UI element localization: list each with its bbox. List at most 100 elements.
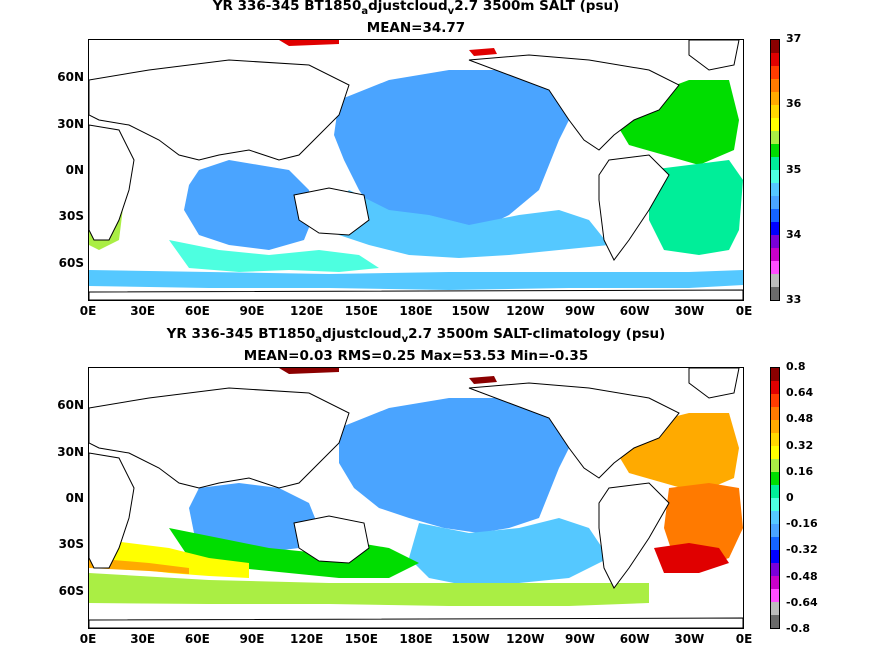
panel1-lon-label: 60W <box>619 304 650 318</box>
panel1-lon-label: 0E <box>79 304 97 318</box>
panel1-colorbar-segment <box>771 92 779 105</box>
panel2-colorbar-segment <box>771 537 779 550</box>
panel1-land-namerica <box>468 54 680 151</box>
panel2-colorbar-label: 0.32 <box>786 438 814 452</box>
panel1-colorbar-segment <box>771 170 779 183</box>
panel1-land-africa <box>89 124 135 241</box>
panel1-lon-label: 0E <box>735 304 753 318</box>
panel1-indian-field <box>184 160 314 250</box>
panel2-colorbar-segment <box>771 433 779 446</box>
panel2-pacific-field <box>339 398 569 533</box>
panel2-lat-label: 60S <box>58 584 84 598</box>
panel2-map <box>88 367 744 629</box>
panel1-lon-label: 150E <box>344 304 378 318</box>
panel1-indian-south <box>169 240 379 272</box>
panel2-colorbar-segment <box>771 498 779 511</box>
panel2-colorbar <box>770 367 780 629</box>
panel2-colorbar-segment <box>771 511 779 524</box>
panel1-colorbar-segment <box>771 118 779 131</box>
panel2-lon-label: 150W <box>451 632 490 646</box>
panel2-lon-label: 150E <box>344 632 378 646</box>
panel1-title: YR 336-345 BT1850adjustcloudv2.7 3500m S… <box>212 0 620 17</box>
panel1-colorbar-segment <box>771 79 779 92</box>
panel1-colorbar-segment <box>771 131 779 144</box>
panel1-colorbar-label: 33 <box>786 293 802 306</box>
panel2-colorbar-label: -0.32 <box>786 543 818 557</box>
panel2-lon-label: 30E <box>130 632 156 646</box>
panel2-colorbar-segment <box>771 485 779 498</box>
panel1-colorbar-segment <box>771 66 779 79</box>
panel2-arctic-red2 <box>469 376 497 384</box>
panel1-lat-label: 0N <box>65 163 84 177</box>
panel1-colorbar-segment <box>771 274 779 287</box>
panel2-colorbar-segment <box>771 524 779 537</box>
panel2-colorbar-label: 0.8 <box>786 360 806 373</box>
panel2-colorbar-label: 0.16 <box>786 464 814 478</box>
panel1-lat-label: 30S <box>58 209 84 223</box>
panel1-lat-label: 30N <box>57 117 84 131</box>
panel1-land-samerica <box>598 154 670 261</box>
panel1-colorbar-segment <box>771 248 779 261</box>
panel1-colorbar-segment <box>771 183 779 196</box>
panel2-colorbar-segment <box>771 472 779 485</box>
panel2-colorbar-segment <box>771 446 779 459</box>
panel2-colorbar-segment <box>771 381 779 394</box>
panel2-colorbar-segment <box>771 394 779 407</box>
panel1-lon-label: 30W <box>674 304 705 318</box>
panel2-arctic-red <box>279 368 339 374</box>
panel2-colorbar-segment <box>771 368 779 381</box>
panel1-colorbar-segment <box>771 235 779 248</box>
panel1-lat-label: 60N <box>57 70 84 84</box>
panel1-colorbar-segment <box>771 144 779 157</box>
panel2-colorbar-label: -0.16 <box>786 517 818 531</box>
panel1-land-greenland <box>688 40 740 71</box>
panel1-colorbar-segment <box>771 209 779 222</box>
panel1-lon-label: 30E <box>130 304 156 318</box>
panel2-lat-label: 60N <box>57 398 84 412</box>
panel2-lon-label: 120W <box>506 632 545 646</box>
panel1-lon-label: 60E <box>184 304 210 318</box>
panel2-colorbar-segment <box>771 576 779 589</box>
panel2-land-greenland <box>688 368 740 399</box>
panel2-land-antarctica <box>89 617 743 628</box>
panel1-pacific-field <box>334 70 569 235</box>
panel2-lon-label: 0E <box>79 632 97 646</box>
panel2-lon-label: 90W <box>565 632 595 646</box>
panel1-colorbar-segment <box>771 40 779 53</box>
panel2-land-samerica <box>598 482 670 589</box>
panel1-colorbar-segment <box>771 157 779 170</box>
panel1-colorbar-segment <box>771 105 779 118</box>
panel1-lon-label: 90W <box>565 304 595 318</box>
panel2-colorbar-segment <box>771 615 779 628</box>
panel1-lon-label: 120E <box>290 304 324 318</box>
panel2-lon-label: 30W <box>674 632 705 646</box>
panel1-land-antarctica <box>89 289 743 300</box>
panel2-colorbar-label: 0.48 <box>786 412 814 426</box>
panel2-indian-field <box>189 483 319 553</box>
panel2-atlantic-red <box>654 543 729 573</box>
panel1-colorbar <box>770 39 780 301</box>
panel1-colorbar-segment <box>771 261 779 274</box>
panel2-land-australia <box>293 515 370 564</box>
panel1-pacific-south <box>319 190 609 258</box>
panel1-lat-label: 60S <box>58 256 84 270</box>
panel2-colorbar-segment <box>771 459 779 472</box>
panel1-subtitle: MEAN=34.77 <box>366 20 466 36</box>
panel2-colorbar-segment <box>771 589 779 602</box>
panel1-lon-label: 150W <box>451 304 490 318</box>
panel2-colorbar-segment <box>771 563 779 576</box>
panel1-map <box>88 39 744 301</box>
panel2-colorbar-label: 0 <box>786 491 794 504</box>
panel1-colorbar-label: 36 <box>786 97 802 110</box>
panel1-colorbar-label: 37 <box>786 32 802 45</box>
panel1-colorbar-segment <box>771 287 779 300</box>
panel1-lon-label: 90E <box>239 304 265 318</box>
panel2-colorbar-segment <box>771 550 779 563</box>
panel2-land-africa <box>89 452 135 569</box>
panel1-land-eurasia <box>89 59 350 161</box>
panel1-land-australia <box>293 187 370 236</box>
panel2-colorbar-segment <box>771 420 779 433</box>
panel2-lat-label: 30S <box>58 537 84 551</box>
panel2-lon-label: 60W <box>619 632 650 646</box>
panel2-land-namerica <box>468 382 680 479</box>
